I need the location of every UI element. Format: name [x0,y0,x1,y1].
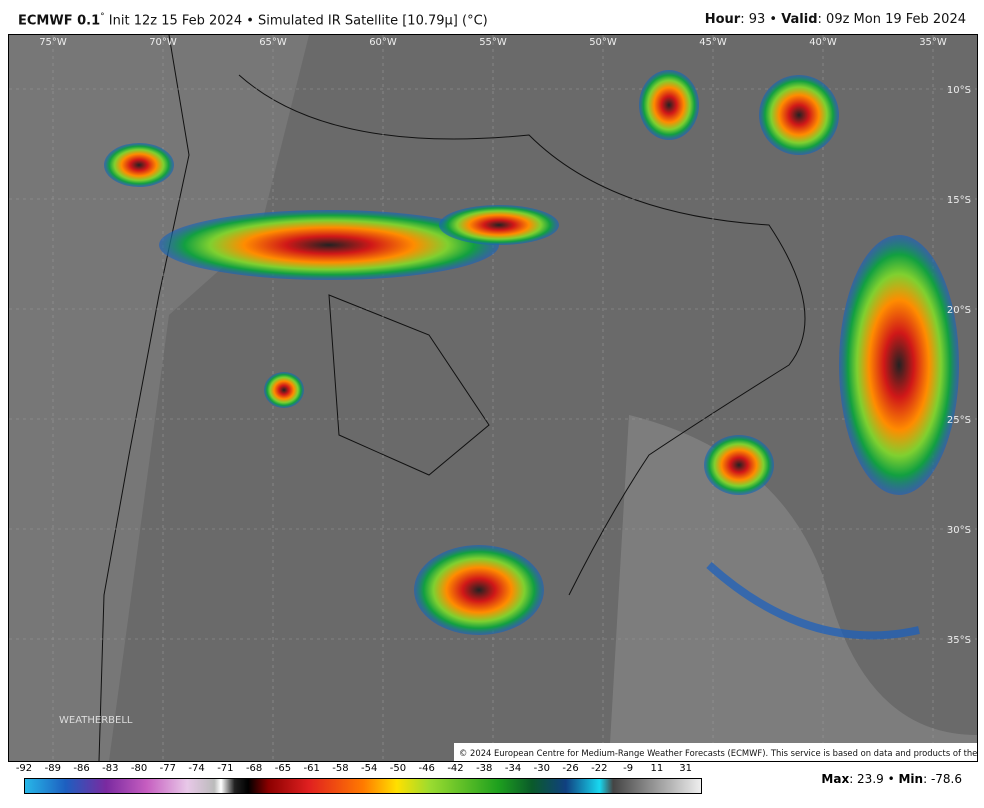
colorbar-label: -30 [533,763,550,774]
latitude-label: 10°S [947,85,971,96]
colorbar-label: -42 [447,763,464,774]
header-right: Hour: 93 • Valid: 09z Mon 19 Feb 2024 [705,12,966,27]
copyright: © 2024 European Centre for Medium-Range … [459,748,978,758]
colorbar-label: -65 [274,763,292,774]
colorbar-label: -86 [73,763,90,774]
latitude-label: 20°S [947,305,971,316]
colorbar-label: -92 [15,763,33,774]
colorbar-label: -71 [217,763,234,774]
latitude-label: 15°S [947,195,971,206]
colorbar-label: -9 [623,763,634,774]
longitude-label: 55°W [479,37,507,48]
valid-value: : 09z Mon 19 Feb 2024 [817,12,966,27]
watermark: WEATHERBELL [59,715,133,726]
colorbar-label: -83 [102,763,119,774]
description: Init 12z 15 Feb 2024 • Simulated IR Sate… [108,13,488,29]
max-label: Max [821,772,850,786]
longitude-label: 35°W [919,37,947,48]
colorbar-label: -74 [188,763,205,774]
colorbar-label: -80 [130,763,148,774]
hour-value: : 93 • [740,12,778,27]
longitude-label: 45°W [699,37,727,48]
colorbar-label: -34 [504,763,522,774]
colorbar-label: -61 [303,763,320,774]
model: ECMWF 0.1 [18,13,101,29]
longitude-label: 40°W [809,37,837,48]
colorbar-label: -46 [418,763,435,774]
min-label: Min [898,772,924,786]
longitude-label: 75°W [39,37,67,48]
colorbar-label: -50 [389,763,407,774]
colorbar-label: -54 [361,763,378,774]
colorbar-label: -68 [245,763,263,774]
map: 75°W 70°W 65°W 60°W 55°W 50°W 45°W 40°W 35°W 10°S… [8,34,978,762]
min-value: : -78.6 [923,772,962,786]
latitude-label: 35°S [947,635,971,646]
colorbar-label: -22 [591,763,608,774]
latitude-label: 30°S [947,525,971,536]
colorbar-label: -77 [159,763,176,774]
longitude-label: 70°W [149,37,177,48]
valid-label: Valid [781,12,818,27]
hour-label: Hour [704,12,741,27]
colorbar-label: -58 [332,763,349,774]
colorbar-label: 11 [650,763,664,774]
footer: Max: 23.9 • Min: -78.6 [821,772,962,786]
longitude-label: 60°W [369,37,397,48]
colorbar-label: -26 [562,763,579,774]
colorbar-label: 31 [679,763,692,774]
header-left: ECMWF 0.1° Init 12z 15 Feb 2024 • Simula… [18,12,488,28]
longitude-label: 50°W [589,37,617,48]
colorbar [24,778,702,794]
colorbar-label: -89 [44,763,61,774]
longitude-label: 65°W [259,37,287,48]
degree: ° [100,12,105,22]
max-value: : 23.9 • [849,772,895,786]
colorbar-label: -38 [476,763,493,774]
latitude-label: 25°S [947,415,971,426]
